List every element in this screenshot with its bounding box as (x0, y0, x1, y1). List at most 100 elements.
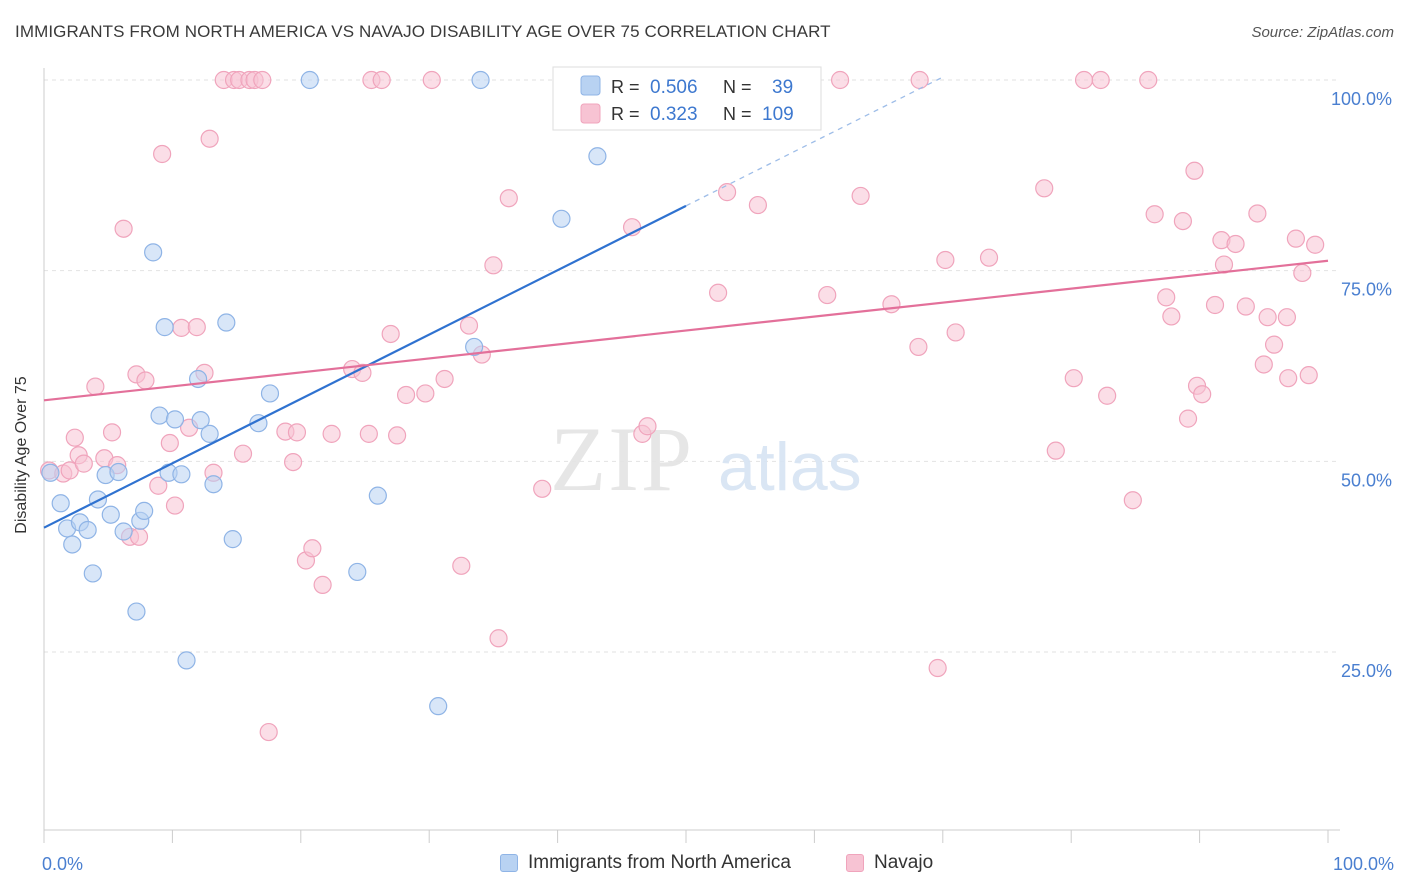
navajo-point (882, 295, 901, 314)
navajo-point (1248, 204, 1267, 223)
navajo-point (283, 452, 303, 472)
axes (43, 68, 1340, 843)
immigrants-point (260, 384, 280, 403)
navajo-point (422, 70, 441, 90)
legend-swatch-immigrants (500, 854, 518, 872)
navajo-point (1286, 229, 1306, 248)
navajo-point (172, 318, 191, 337)
navajo-points (40, 70, 1325, 742)
tick-labels: 25.0% 50.0% 75.0% 100.0% 0.0% 100.0% (42, 89, 1394, 874)
immigrants-point (144, 243, 163, 262)
navajo-point (818, 285, 837, 305)
immigrants-point (101, 505, 120, 524)
navajo-point (1162, 307, 1181, 326)
navajo-point (717, 183, 737, 202)
navajo-point (748, 195, 768, 215)
navajo-point (708, 283, 728, 302)
navajo-point (1258, 308, 1277, 327)
navajo-point (359, 424, 378, 443)
y-tick-label: 100.0% (1331, 89, 1392, 109)
navajo-point (1277, 308, 1297, 327)
immigrants-point (300, 70, 319, 90)
legend-item-navajo[interactable]: Navajo (846, 852, 933, 874)
bottom-legend: Immigrants from North America Navajo (0, 852, 1406, 878)
grid-lines (44, 79, 1338, 653)
navajo-point (830, 70, 850, 90)
navajo-point (129, 527, 149, 546)
immigrants-point (552, 209, 571, 228)
navajo-point (396, 385, 416, 405)
immigrants-point (41, 463, 60, 482)
navajo-point (165, 496, 185, 515)
legend-swatch-navajo (846, 854, 864, 872)
navajo-point (1279, 369, 1298, 388)
navajo-point (1098, 386, 1117, 405)
navajo-point (435, 369, 454, 389)
chart-source: Source: ZipAtlas.com (1251, 24, 1394, 41)
immigrants-trend-line (43, 204, 687, 529)
navajo-point (1306, 235, 1325, 254)
immigrants-trend-extension (685, 76, 944, 207)
stats-n-label-2: N = (723, 104, 752, 124)
navajo-point (1046, 441, 1065, 460)
y-tick-label: 75.0% (1341, 280, 1392, 300)
navajo-point (909, 337, 928, 357)
navajo-point (533, 479, 552, 498)
stats-r-label-1: R = (611, 77, 640, 97)
legend-label-immigrants: Immigrants from North America (528, 852, 791, 873)
immigrants-point (150, 406, 169, 425)
legend-item-immigrants[interactable]: Immigrants from North America (500, 852, 791, 874)
immigrants-point (191, 411, 210, 430)
navajo-point (638, 417, 657, 436)
immigrants-point (114, 522, 133, 541)
navajo-point (153, 144, 172, 164)
navajo-point (416, 384, 435, 403)
navajo-point (322, 424, 341, 443)
navajo-point (484, 256, 503, 275)
immigrants-point (172, 465, 191, 484)
navajo-point (946, 323, 965, 342)
navajo-point (1145, 205, 1164, 224)
immigrants-point (165, 410, 185, 429)
stats-r-value-2: 0.323 (650, 104, 698, 125)
navajo-point (303, 539, 322, 558)
stats-n-label-1: N = (723, 77, 752, 97)
trend-lines (43, 76, 1329, 529)
navajo-point (1264, 335, 1284, 354)
navajo-point (1226, 234, 1245, 254)
navajo-point (74, 454, 93, 473)
navajo-point (86, 377, 105, 396)
navajo-point (1185, 161, 1204, 180)
immigrants-point (83, 564, 102, 583)
chart-title: IMMIGRANTS FROM NORTH AMERICA VS NAVAJO … (15, 22, 831, 41)
navajo-point (1157, 288, 1176, 307)
immigrants-point (177, 651, 196, 670)
y-tick-label: 25.0% (1341, 661, 1392, 681)
navajo-point (910, 70, 929, 90)
x-tick-label: 100.0% (1333, 854, 1394, 874)
navajo-point (1254, 355, 1273, 374)
immigrants-point (109, 462, 128, 482)
watermark-atlas: atlas (718, 429, 862, 505)
navajo-trend-line (43, 259, 1329, 402)
stats-r-label-2: R = (611, 104, 640, 124)
navajo-point (928, 658, 947, 678)
immigrants-points (41, 70, 747, 716)
navajo-point (381, 324, 400, 344)
navajo-point (1091, 70, 1110, 90)
navajo-point (65, 428, 84, 447)
watermark-zip: ZIP (550, 408, 694, 510)
navajo-point (1178, 409, 1198, 428)
stats-r-value-1: 0.506 (650, 77, 698, 98)
immigrants-point (204, 475, 223, 494)
navajo-point (102, 423, 122, 442)
navajo-point (200, 129, 219, 148)
navajo-point (114, 219, 133, 238)
immigrants-point (368, 486, 387, 505)
stats-legend-pink-swatch (580, 103, 601, 124)
navajo-point (459, 316, 479, 335)
watermark: ZIP atlas (550, 408, 862, 510)
navajo-point (1064, 369, 1083, 388)
immigrants-point (217, 313, 236, 332)
